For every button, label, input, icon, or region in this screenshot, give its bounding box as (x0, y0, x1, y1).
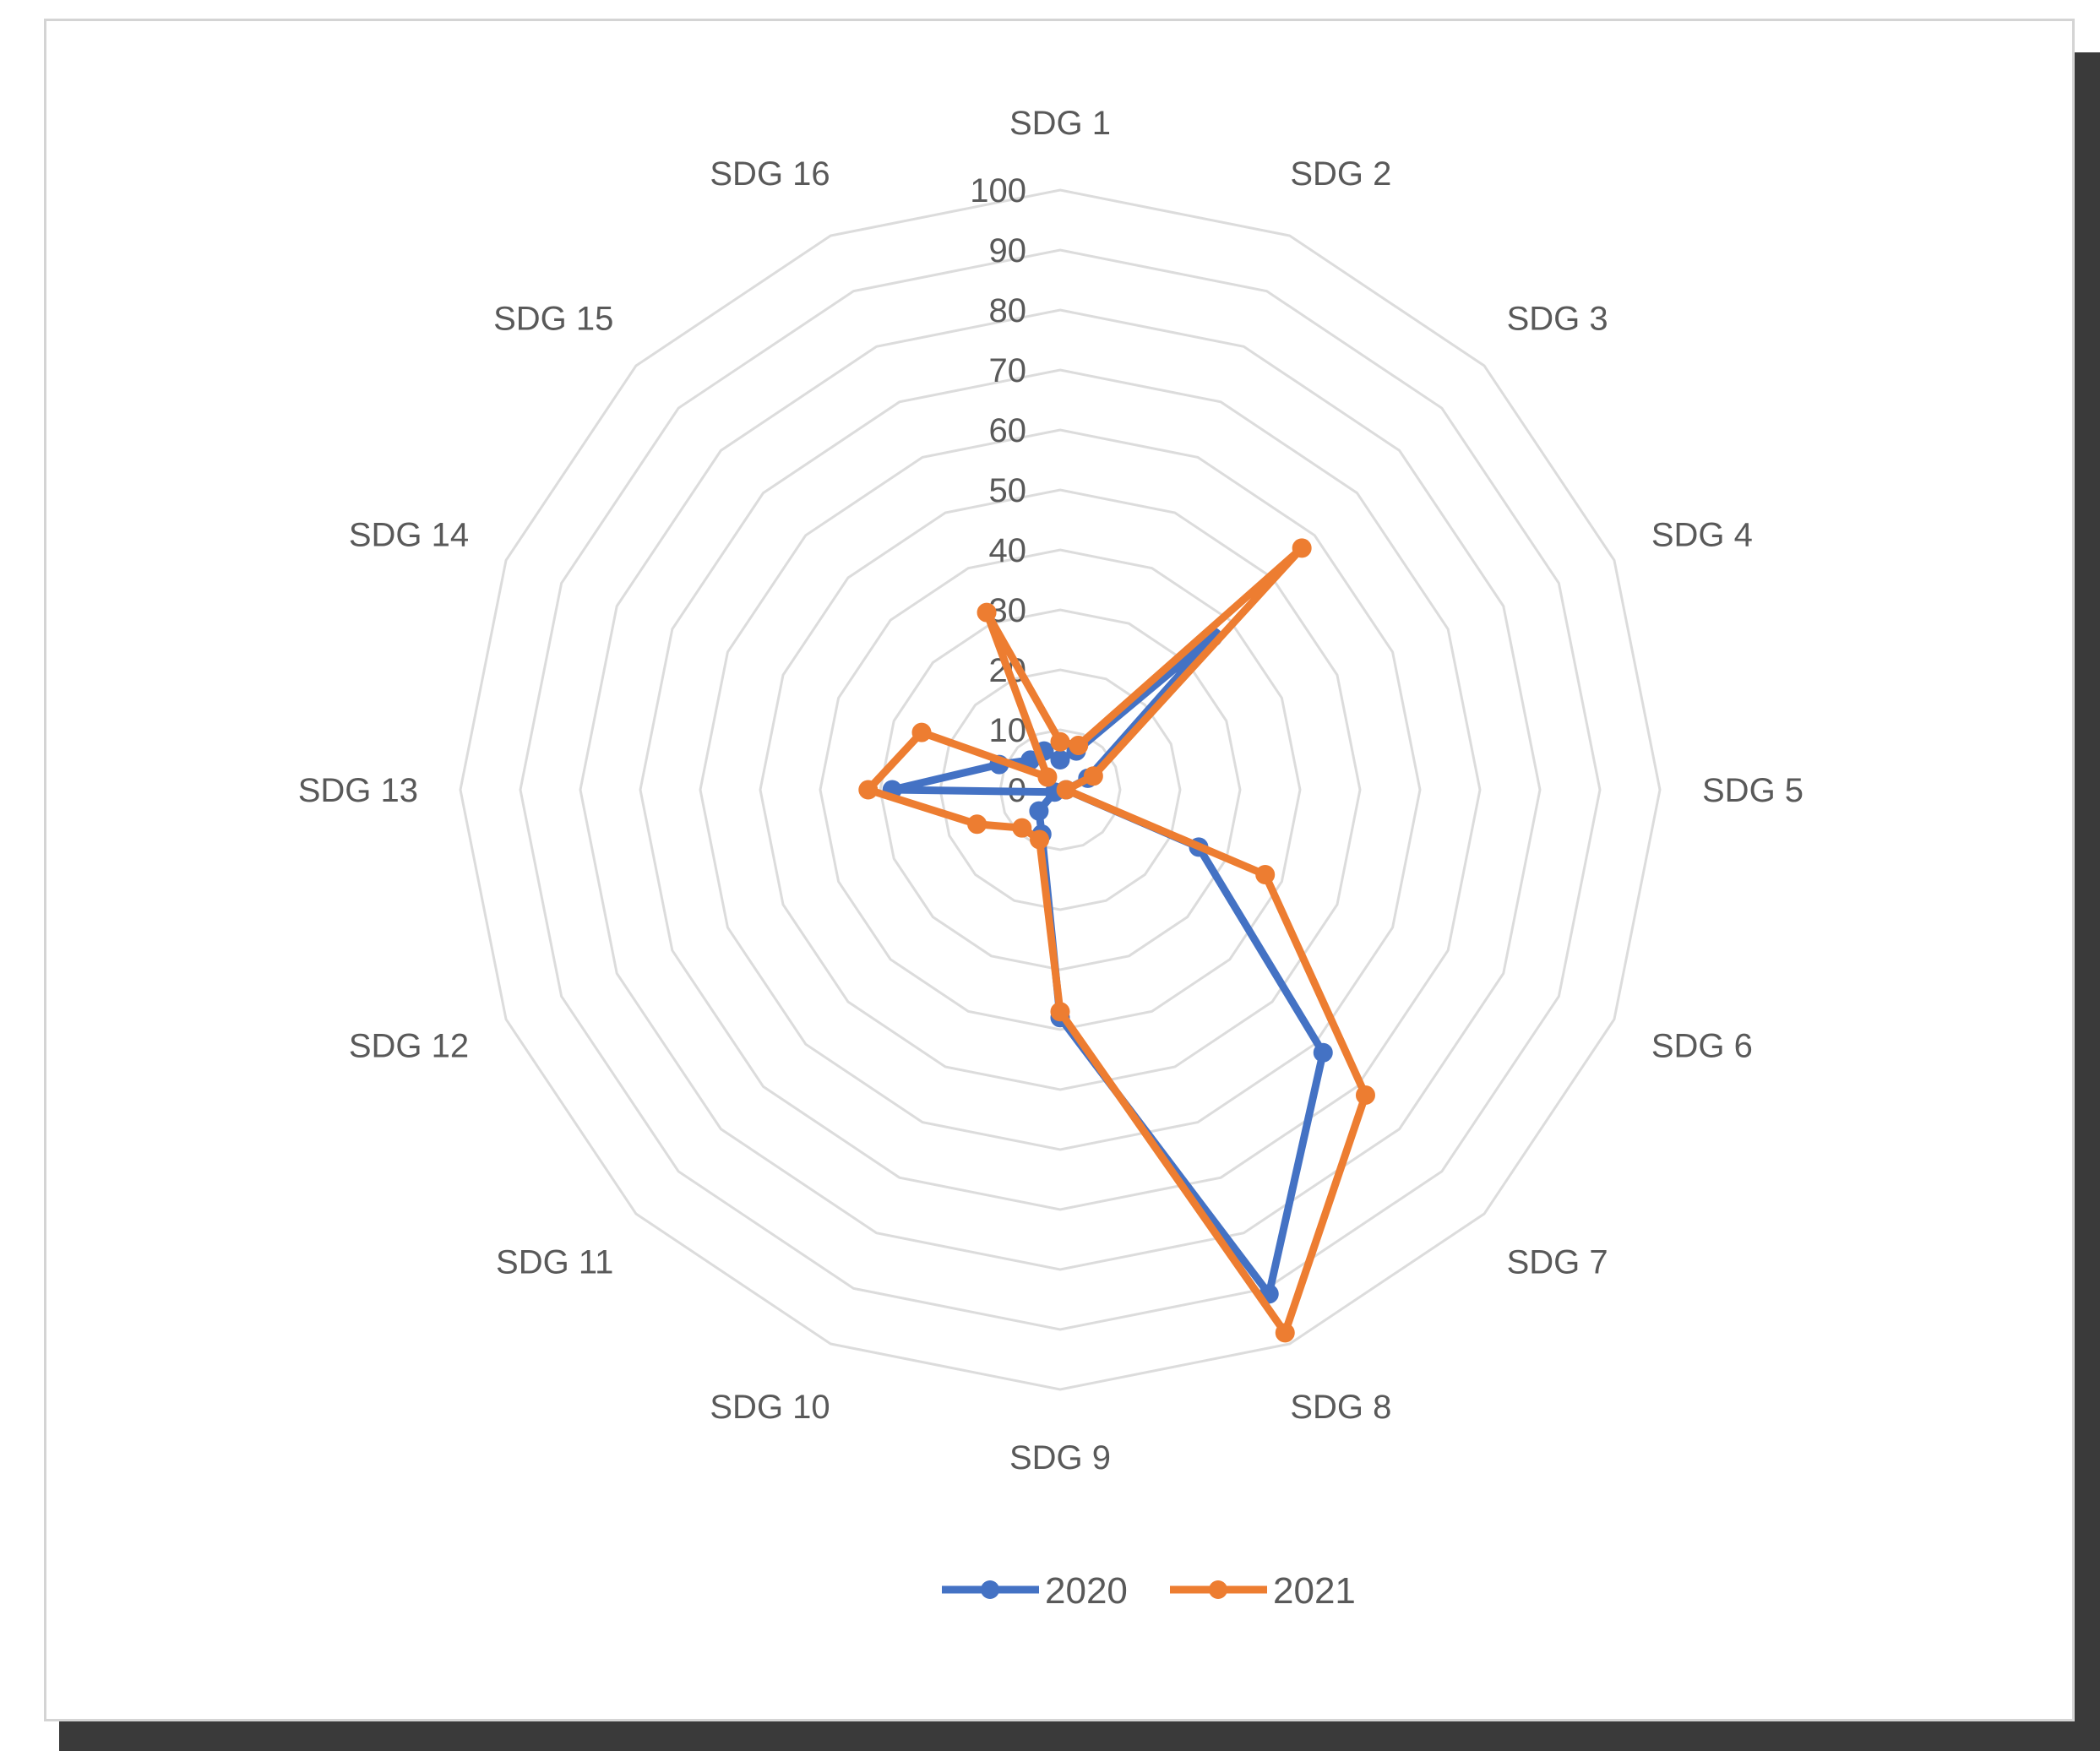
grid-ring (579, 308, 1542, 1271)
category-label: SDG 4 (1651, 517, 1753, 554)
grid-ring (639, 368, 1482, 1211)
grid-ring (519, 248, 1602, 1331)
radial-tick-label: 70 (989, 352, 1027, 389)
data-point-2021 (1050, 731, 1070, 752)
legend-marker-2021 (1209, 1580, 1227, 1599)
data-point-2021 (1012, 818, 1032, 838)
category-label: SDG 11 (496, 1244, 613, 1281)
radial-tick-label: 80 (989, 292, 1027, 329)
category-label: SDG 13 (298, 772, 418, 809)
data-point-2021 (967, 814, 987, 835)
data-point-2021 (1255, 865, 1276, 885)
legend: 2020 2021 (942, 1570, 1356, 1612)
category-label: SDG 6 (1651, 1027, 1753, 1064)
grid-ring (879, 608, 1242, 971)
grid-ring (938, 668, 1182, 911)
grid-ring (819, 548, 1302, 1031)
data-point-2021 (1030, 829, 1050, 850)
grid-ring (759, 488, 1362, 1091)
category-label: SDG 10 (710, 1389, 830, 1426)
radial-tick-label: 40 (989, 532, 1027, 569)
data-point-2021 (1083, 766, 1103, 786)
data-point-2021 (1292, 538, 1312, 558)
data-point-2021 (1056, 780, 1076, 800)
data-point-2020 (1029, 801, 1049, 821)
data-point-2021 (1037, 767, 1058, 787)
category-label: SDG 7 (1507, 1244, 1608, 1281)
radial-tick-label: 100 (970, 172, 1026, 209)
legend-label-2020: 2020 (1045, 1570, 1128, 1612)
category-label: SDG 2 (1290, 155, 1391, 193)
series-layer (858, 538, 1375, 1343)
legend-marker-2020 (981, 1580, 999, 1599)
category-label: SDG 14 (349, 517, 469, 554)
category-label: SDG 3 (1507, 300, 1608, 337)
category-label: SDG 5 (1702, 772, 1803, 809)
category-label: SDG 8 (1290, 1389, 1391, 1426)
radial-tick-label: 50 (989, 472, 1027, 509)
chart-frame (44, 19, 2075, 1721)
data-point-2021 (1050, 1002, 1070, 1022)
category-label: SDG 1 (1009, 105, 1111, 142)
data-point-2021 (1069, 736, 1089, 756)
radial-tick-label: 10 (989, 712, 1027, 749)
grid-ring (459, 188, 1662, 1391)
radial-tick-label: 60 (989, 412, 1027, 449)
category-label: SDG 16 (710, 155, 830, 193)
data-point-2021 (977, 602, 997, 623)
radial-tick-label: 90 (989, 232, 1027, 269)
radar-grid (459, 188, 1662, 1391)
series-line-2021 (864, 544, 1369, 1337)
data-point-2020 (1313, 1042, 1333, 1063)
category-label: SDG 9 (1009, 1439, 1111, 1476)
data-point-2020 (1050, 750, 1070, 769)
data-point-2021 (1275, 1323, 1295, 1343)
category-labels: SDG 1 SDG 2 SDG 3 SDG 4 SDG 5 SDG 6 SDG 7 SDG 8… (298, 105, 1803, 1476)
category-label: SDG 12 (349, 1027, 469, 1064)
series-line-2020 (888, 633, 1327, 1298)
grid-ring (699, 428, 1422, 1151)
legend-label-2021: 2021 (1273, 1570, 1356, 1612)
data-point-2021 (911, 722, 932, 742)
category-label: SDG 15 (493, 300, 613, 337)
data-point-2021 (858, 780, 879, 800)
data-point-2021 (1355, 1085, 1375, 1105)
